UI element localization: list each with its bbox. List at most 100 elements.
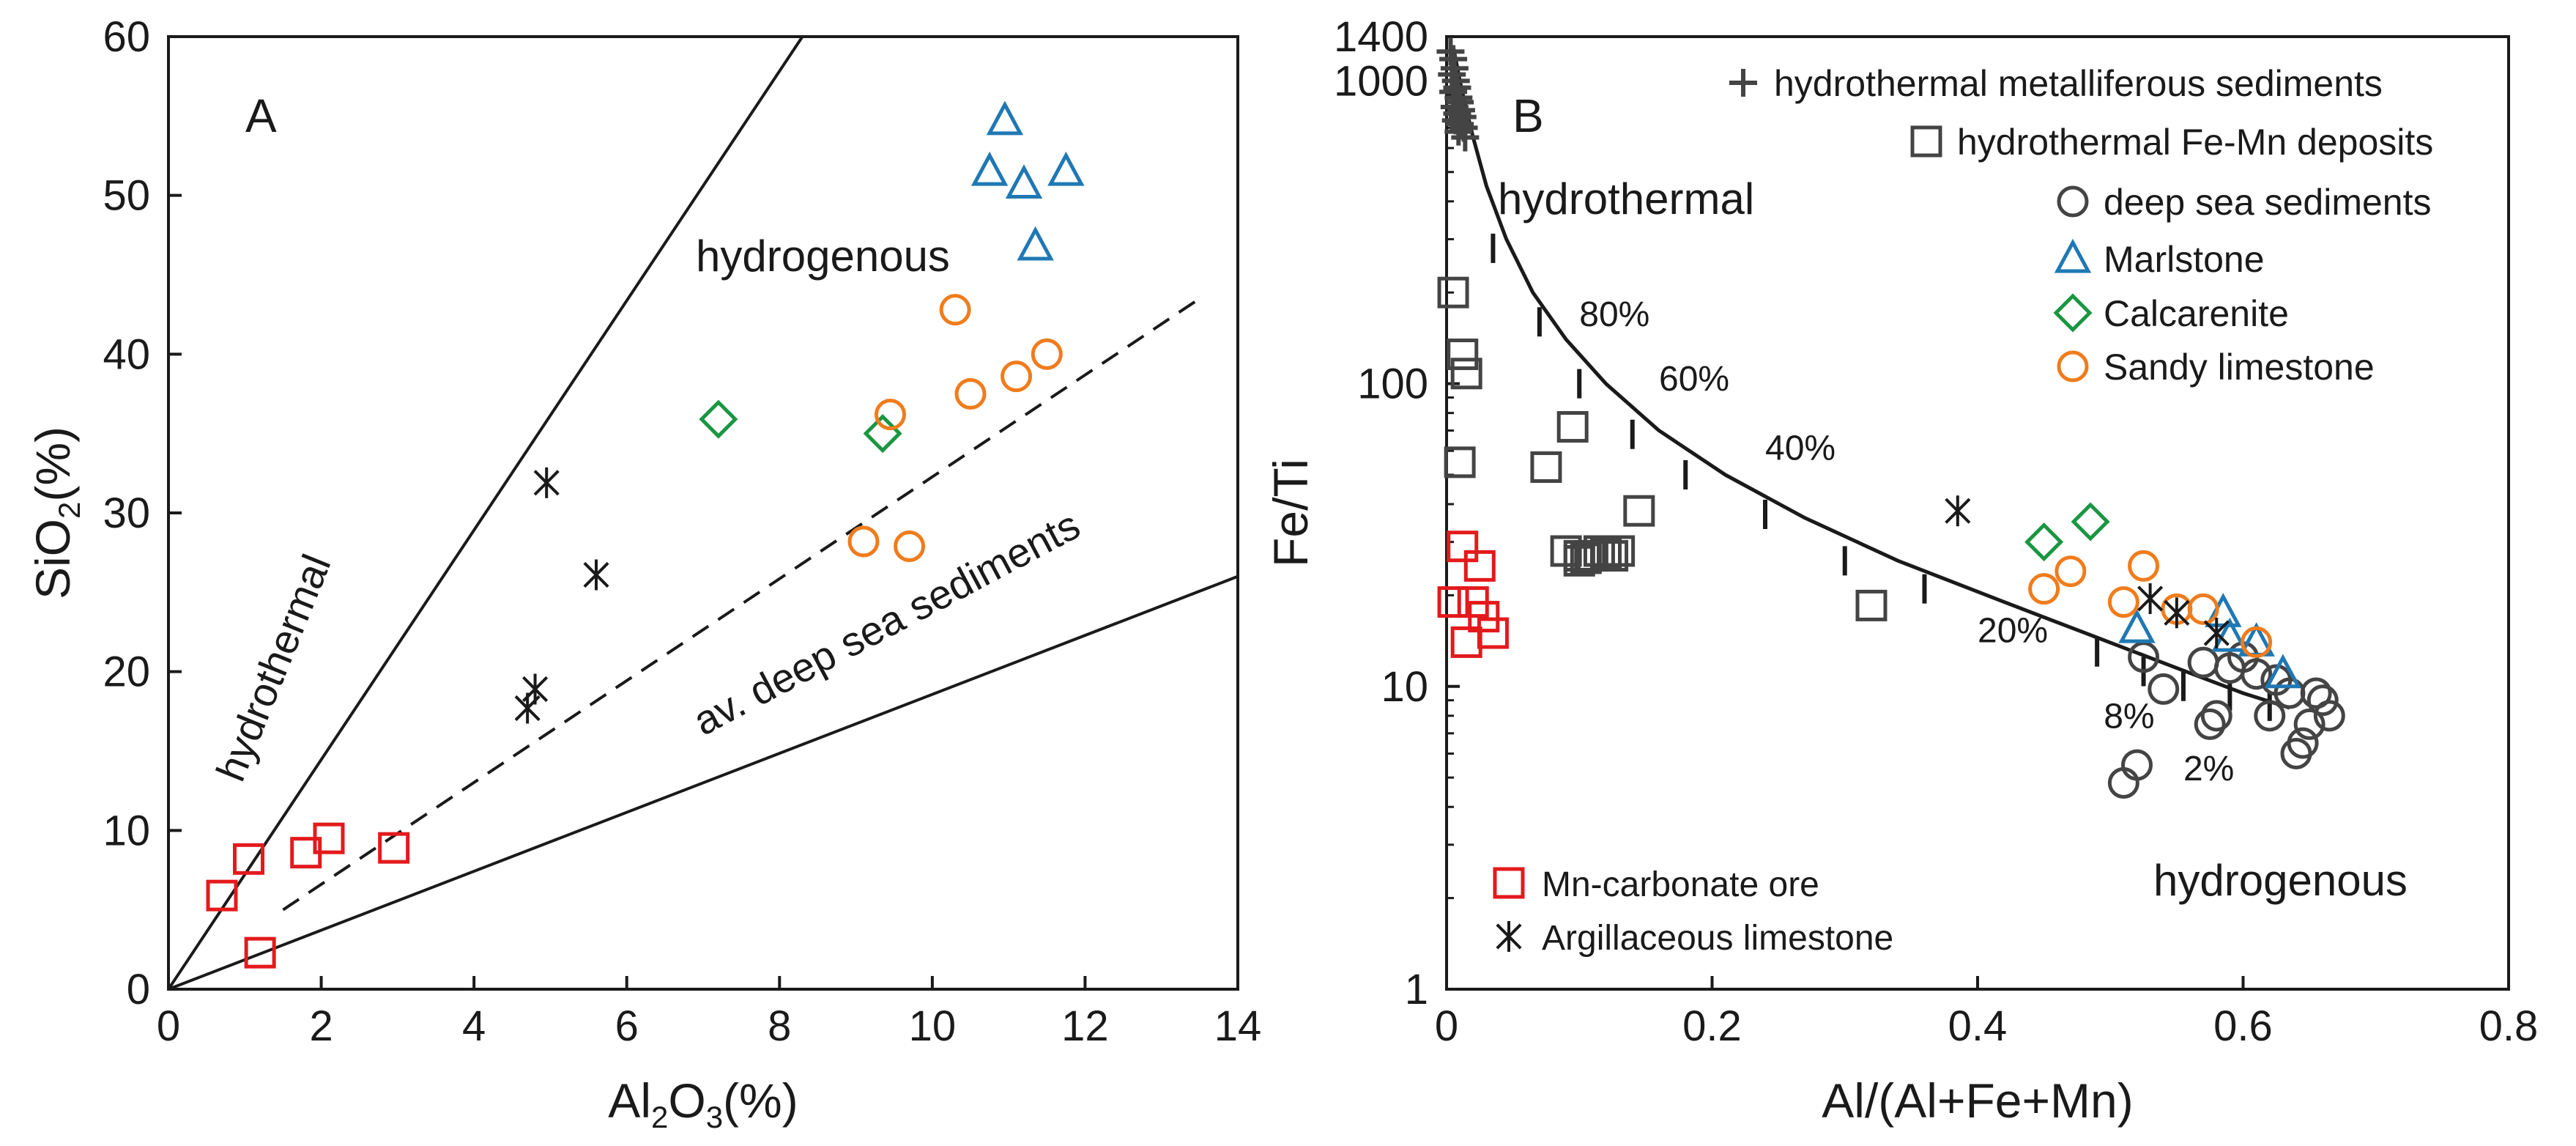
b-point-hydrothermal-fe-mn-deposits: [1623, 495, 1655, 527]
a-xtick-label-0: 0: [157, 1002, 180, 1050]
region-label-hydrogenous-a: hydrogenous: [696, 232, 950, 281]
b-ytick-label: 10: [1381, 663, 1428, 711]
panel-a-ylabel-tail: (%): [26, 426, 80, 502]
legend-marker-argillaceous-limestone: [1496, 921, 1522, 952]
legend-marker-hydrothermal-fe-mn-deposits: [1910, 125, 1942, 158]
b-point-hydrothermal-fe-mn-deposits: [1530, 451, 1562, 484]
b-point-deep-sea-sediments: [2148, 673, 2180, 705]
b-point-deep-sea-sediments: [2306, 684, 2339, 717]
b-point-sandy-limestone: [2028, 573, 2060, 605]
b-point-deep-sea-sediments: [2128, 641, 2160, 673]
b-point-hydrothermal-fe-mn-deposits: [1855, 589, 1888, 621]
a-point-argillaceous-limestone: [522, 673, 549, 705]
b-point-hydrothermal-fe-mn-deposits: [1556, 411, 1589, 443]
b-xtick-label: 0: [1435, 1002, 1458, 1050]
b-point-sandy-limestone: [2128, 550, 2160, 582]
panel-b-letter: B: [1512, 89, 1544, 142]
region-label-deep-sea-a: av. deep sea sediments: [686, 501, 1087, 744]
b-point-deep-sea-sediments: [2187, 646, 2219, 679]
panel-a-lines: [167, 35, 1239, 991]
b-point-hydrothermal-fe-mn-deposits: [1447, 339, 1479, 371]
a-ytick-label-10: 10: [103, 807, 150, 854]
a-point-mn-carbonate-ore: [244, 936, 276, 969]
panel-a-xlabel-sub1: 2: [651, 1100, 668, 1134]
b-point-hydrothermal-fe-mn-deposits: [1597, 540, 1629, 572]
a-point-calcarenite: [863, 414, 902, 454]
panel-b-points: [1436, 37, 2345, 799]
region-label-hydrogenous-b: hydrogenous: [2153, 856, 2408, 905]
a-xtick-label-14: 14: [1214, 1002, 1262, 1050]
a-ytick-label-60: 60: [103, 13, 150, 61]
a-ytick-label-50: 50: [103, 172, 150, 220]
b-point-mn-carbonate-ore: [1450, 626, 1482, 658]
panel-a-ylabel-sub: 2: [52, 502, 86, 519]
b-point-hydrothermal-metalliferous-sediments: [1451, 123, 1480, 152]
b-point-hydrothermal-metalliferous-sediments: [1444, 117, 1473, 146]
b-point-hydrothermal-fe-mn-deposits: [1437, 276, 1469, 308]
b-point-sandy-limestone: [2055, 555, 2087, 588]
b-point-mn-carbonate-ore: [1463, 550, 1496, 582]
panel-b-xlabel: Al/(Al+Fe+Mn): [1822, 1073, 2133, 1128]
mixing-curve-label: 20%: [1978, 611, 2048, 650]
b-xtick-label: 0.2: [1682, 1002, 1742, 1050]
b-point-deep-sea-sediments: [2293, 708, 2326, 740]
b-point-mn-carbonate-ore: [1468, 601, 1500, 633]
b-point-sandy-limestone: [2241, 626, 2273, 658]
a-point-sandy-limestone: [1031, 338, 1063, 370]
region-label-hydrothermal-a: hydrothermal: [207, 548, 340, 788]
legend-marker-mn-carbonate-ore: [1493, 867, 1525, 899]
a-point-argillaceous-limestone: [533, 467, 560, 498]
panel-a-xlabel-tail: (%): [723, 1073, 798, 1128]
b-ytick-label: 100: [1357, 361, 1428, 408]
b-point-mn-carbonate-ore: [1477, 617, 1509, 649]
b-point-marlstone: [2211, 617, 2249, 652]
b-point-deep-sea-sediments: [2300, 677, 2332, 709]
legend-label-hydrothermal-metalliferous-sediments: hydrothermal metalliferous sediments: [1774, 63, 2383, 104]
legend-marker-hydrothermal-metalliferous-sediments: [1729, 69, 1757, 97]
b-point-deep-sea-sediments: [2254, 700, 2286, 732]
b-point-deep-sea-sediments: [2313, 700, 2345, 732]
legend-label-marlstone: Marlstone: [2104, 239, 2265, 280]
line-hydrogenous-boundary: [168, 574, 1239, 991]
panel-b-legend: hydrothermal metalliferous sediments hydr…: [1493, 63, 2433, 958]
a-point-mn-carbonate-ore: [378, 832, 410, 864]
b-point-argillaceous-limestone: [2137, 583, 2164, 614]
panel-a-xlabel: Al2O3(%): [608, 1073, 798, 1134]
b-point-deep-sea-sediments: [2194, 708, 2226, 740]
legend-label-calcarenite: Calcarenite: [2104, 293, 2289, 334]
legend-label-argillaceous-limestone: Argillaceous limestone: [1542, 919, 1893, 958]
b-point-marlstone: [2118, 608, 2156, 643]
b-point-calcarenite: [2024, 522, 2064, 562]
a-xtick-label-12: 12: [1061, 1002, 1109, 1050]
b-point-deep-sea-sediments: [2200, 700, 2232, 732]
b-xtick-label: 0.4: [1948, 1002, 2008, 1050]
panel-a-ticks: 0 2 4 6 8 10 12 14 0 10 20 30 40 50 60: [103, 13, 1261, 1050]
b-xtick-label: 0.8: [2479, 1002, 2539, 1050]
panel-a-xlabel-mid: O: [668, 1073, 705, 1128]
line-deep-sea-average: [282, 297, 1200, 912]
a-point-sandy-limestone: [954, 378, 987, 410]
a-point-marlstone: [986, 100, 1024, 136]
a-point-mn-carbonate-ore: [206, 879, 238, 912]
a-point-sandy-limestone: [875, 399, 906, 431]
a-point-marlstone: [1005, 164, 1043, 199]
b-point-deep-sea-sediments: [2287, 727, 2319, 759]
b-point-calcarenite: [2071, 502, 2110, 541]
line-hydrothermal-boundary: [167, 35, 804, 991]
legend-marker-marlstone: [2054, 238, 2092, 273]
a-xtick-label-8: 8: [768, 1002, 791, 1050]
region-label-hydrothermal-b: hydrothermal: [1498, 174, 1754, 223]
legend-label-sandy-limestone: Sandy limestone: [2104, 347, 2375, 388]
b-ytick-label: 1400: [1334, 13, 1428, 61]
b-ytick-label: 1: [1405, 966, 1428, 1013]
a-point-sandy-limestone: [847, 525, 880, 558]
legend-marker-sandy-limestone: [2057, 350, 2089, 382]
mixing-curve-label: 2%: [2183, 750, 2234, 788]
b-point-sandy-limestone: [2187, 593, 2219, 625]
b-point-deep-sea-sediments: [2241, 658, 2273, 690]
a-ytick-label-0: 0: [127, 966, 150, 1013]
b-point-sandy-limestone: [2107, 586, 2139, 618]
